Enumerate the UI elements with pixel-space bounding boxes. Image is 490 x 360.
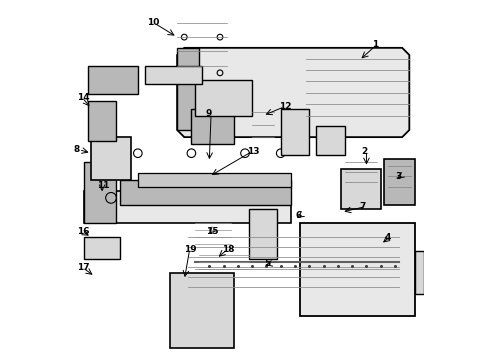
Polygon shape [145,66,202,84]
Text: 12: 12 [279,102,292,111]
Text: 16: 16 [77,227,90,236]
Text: 19: 19 [184,245,197,254]
Polygon shape [192,109,234,144]
Polygon shape [300,223,415,316]
Text: 18: 18 [222,245,234,254]
Text: 17: 17 [77,263,90,272]
Text: 5: 5 [265,260,271,269]
Text: 3: 3 [395,172,401,181]
Polygon shape [92,137,131,180]
Polygon shape [177,48,198,130]
Polygon shape [281,109,309,155]
Polygon shape [317,126,345,155]
Polygon shape [177,48,409,137]
Text: 14: 14 [77,93,90,102]
Text: 13: 13 [247,147,259,156]
Polygon shape [84,191,292,223]
Polygon shape [88,66,138,94]
Polygon shape [342,169,381,208]
Polygon shape [120,180,292,205]
Text: 7: 7 [359,202,366,211]
Text: 2: 2 [361,147,368,156]
Text: 6: 6 [295,211,301,220]
Polygon shape [415,251,424,294]
Polygon shape [195,80,252,116]
Text: 10: 10 [147,18,159,27]
Text: 9: 9 [206,109,212,118]
Polygon shape [84,237,120,258]
Text: 8: 8 [74,145,80,154]
Text: 11: 11 [97,181,109,190]
Polygon shape [170,273,234,348]
Polygon shape [138,173,292,187]
Polygon shape [384,158,415,205]
Text: 4: 4 [384,233,391,242]
Text: 1: 1 [372,40,378,49]
Polygon shape [248,208,277,258]
Text: 15: 15 [206,227,218,236]
Polygon shape [84,162,117,223]
Polygon shape [88,102,117,141]
